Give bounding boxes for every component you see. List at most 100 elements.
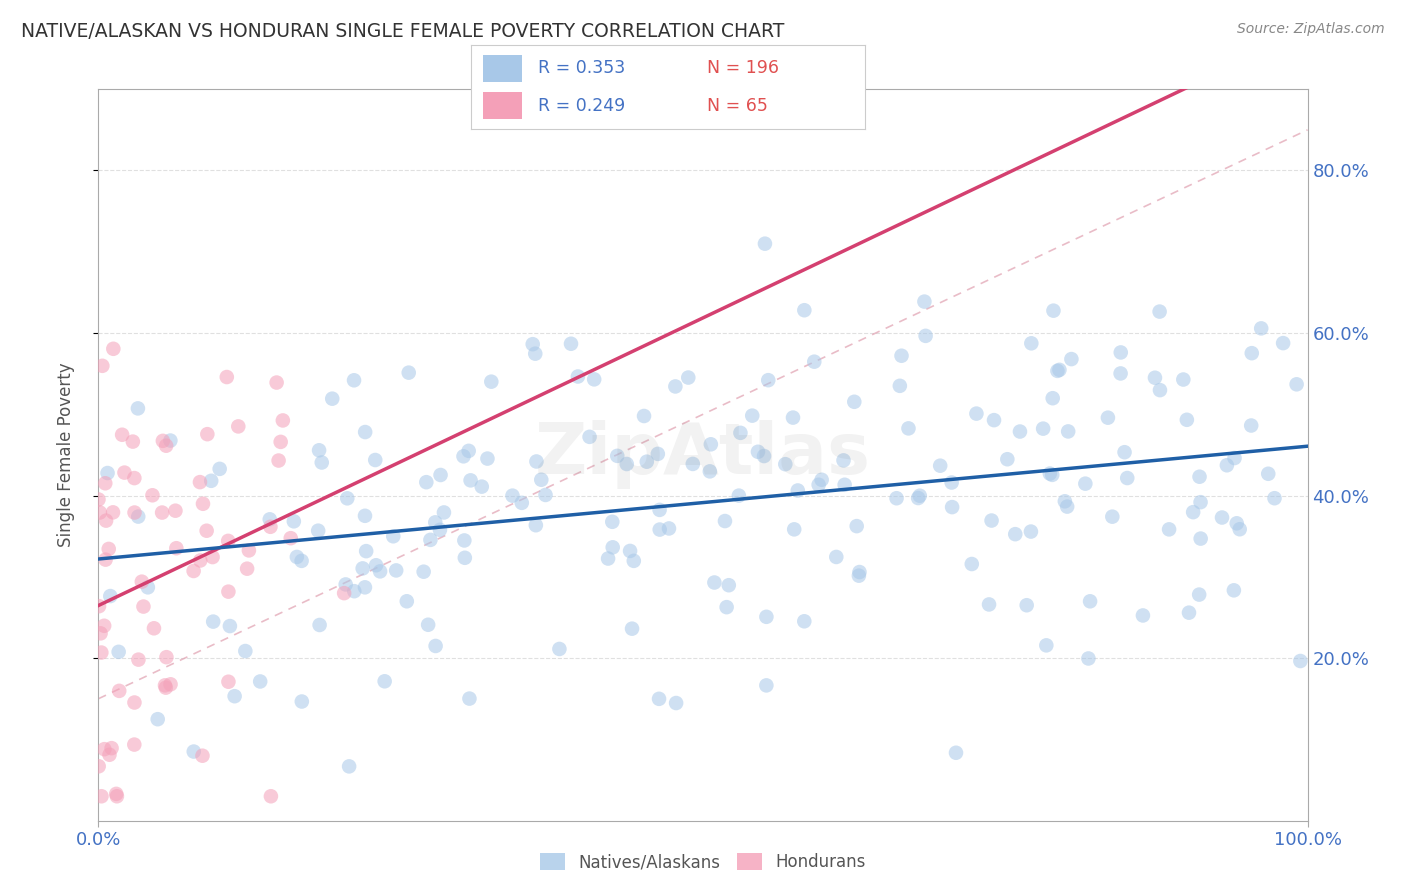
Point [648, 691, 671, 706]
Point [752, 449, 775, 463]
Point [132, 599, 155, 614]
Point [658, 521, 681, 535]
Point [1078, 594, 1101, 608]
Text: N = 65: N = 65 [707, 96, 768, 114]
Point [1039, 467, 1062, 481]
Point [336, 491, 359, 506]
Point [1042, 303, 1064, 318]
Point [1046, 364, 1069, 378]
Point [810, 473, 832, 487]
Point [665, 696, 688, 710]
Point [1257, 467, 1279, 481]
Point [1021, 336, 1043, 351]
Point [1097, 410, 1119, 425]
Point [93, 742, 115, 756]
Point [453, 450, 475, 464]
Point [526, 454, 548, 468]
Point [165, 541, 187, 556]
Point [195, 427, 218, 442]
Point [945, 746, 967, 760]
Point [977, 598, 1000, 612]
Point [803, 354, 825, 368]
Point [195, 524, 218, 538]
Point [270, 434, 292, 449]
Point [165, 504, 187, 518]
Point [786, 483, 808, 498]
Point [1173, 372, 1195, 386]
Point [741, 409, 763, 423]
Point [1109, 367, 1132, 381]
Y-axis label: Single Female Poverty: Single Female Poverty [56, 363, 75, 547]
Point [914, 329, 936, 343]
Point [1175, 413, 1198, 427]
Point [886, 491, 908, 506]
Point [382, 529, 405, 543]
Bar [482, 54, 522, 82]
Point [583, 372, 606, 386]
Point [343, 373, 366, 387]
Point [94, 552, 117, 566]
Point [1060, 352, 1083, 367]
Point [224, 689, 246, 703]
Point [291, 694, 314, 708]
Point [368, 565, 391, 579]
Point [1056, 500, 1078, 514]
Point [530, 473, 553, 487]
Point [623, 554, 645, 568]
Point [107, 645, 129, 659]
Point [534, 488, 557, 502]
Point [188, 475, 211, 489]
Point [606, 449, 628, 463]
Point [1223, 450, 1246, 465]
Point [101, 505, 124, 519]
Point [285, 549, 308, 564]
Point [183, 745, 205, 759]
Point [419, 533, 441, 547]
Point [1216, 458, 1239, 473]
Point [105, 787, 128, 801]
Point [664, 379, 686, 393]
Point [100, 741, 122, 756]
Point [1132, 608, 1154, 623]
Point [94, 514, 117, 528]
Point [1149, 304, 1171, 318]
Point [236, 562, 259, 576]
Point [479, 375, 502, 389]
Point [596, 551, 619, 566]
Point [103, 342, 125, 356]
Point [1223, 583, 1246, 598]
Point [90, 789, 112, 804]
Point [1189, 532, 1212, 546]
Point [1114, 445, 1136, 459]
Point [980, 514, 1002, 528]
Point [271, 413, 294, 427]
Point [1004, 527, 1026, 541]
Point [188, 553, 211, 567]
Point [471, 480, 494, 494]
Point [1263, 491, 1285, 506]
Text: ZipAtlas: ZipAtlas [536, 420, 870, 490]
Point [153, 678, 176, 692]
Point [159, 434, 181, 448]
Point [1008, 425, 1031, 439]
Point [730, 425, 752, 440]
Point [897, 421, 920, 435]
Point [354, 544, 377, 558]
Point [155, 650, 177, 665]
Point [995, 452, 1018, 467]
Point [1188, 469, 1211, 483]
Point [717, 578, 740, 592]
Point [321, 392, 343, 406]
Point [633, 409, 655, 423]
Point [94, 476, 117, 491]
Point [647, 447, 669, 461]
Point [807, 477, 830, 491]
Point [747, 444, 769, 458]
Point [1157, 522, 1180, 536]
Point [354, 580, 377, 594]
Point [90, 626, 112, 640]
Point [124, 738, 146, 752]
Point [825, 549, 848, 564]
Point [678, 370, 700, 384]
Point [217, 533, 239, 548]
